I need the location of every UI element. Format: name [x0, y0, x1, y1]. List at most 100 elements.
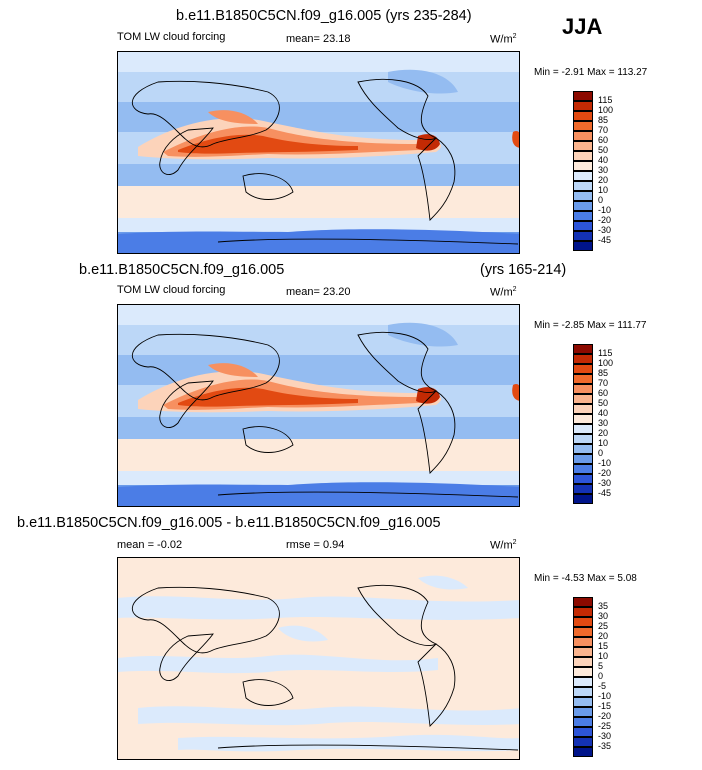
colorbar-segment: [573, 747, 593, 757]
colorbar-tick-label: -35: [598, 741, 612, 751]
colorbar-tick-label: -5: [598, 681, 607, 691]
colorbar-tick-label: 20: [598, 428, 609, 438]
panel-3-map-field: [118, 558, 519, 759]
panel-1-title: b.e11.B1850C5CN.f09_g16.005 (yrs 235-284…: [176, 8, 472, 24]
colorbar-segment: [573, 404, 593, 414]
colorbar-segment: [573, 464, 593, 474]
colorbar-segment: [573, 677, 593, 687]
panel-3-units: W/m2: [490, 539, 517, 552]
colorbar-segment: [573, 151, 593, 161]
colorbar-segment: [573, 221, 593, 231]
colorbar-segment: [573, 424, 593, 434]
colorbar-tick-label: -10: [598, 458, 612, 468]
colorbar-segment: [573, 344, 593, 354]
colorbar-segment: [573, 444, 593, 454]
panel-3-colorbar: [573, 597, 593, 757]
panel-2-map: [117, 304, 520, 507]
colorbar-segment: [573, 434, 593, 444]
colorbar-segment: [573, 111, 593, 121]
colorbar-tick-label: 0: [598, 195, 604, 205]
colorbar-segment: [573, 141, 593, 151]
colorbar-segment: [573, 364, 593, 374]
panel-1-minmax: Min = -2.91 Max = 113.27: [534, 67, 648, 78]
colorbar-segment: [573, 171, 593, 181]
colorbar-segment: [573, 191, 593, 201]
panel-2-colorbar: [573, 344, 593, 504]
colorbar-tick-label: 5: [598, 661, 604, 671]
panel-1-variable: TOM LW cloud forcing: [117, 31, 226, 43]
colorbar-tick-label: 85: [598, 368, 609, 378]
colorbar-tick-label: 30: [598, 165, 609, 175]
colorbar-segment: [573, 91, 593, 101]
panel-1-map-field: [118, 52, 519, 253]
colorbar-tick-label: 40: [598, 408, 609, 418]
colorbar-segment: [573, 414, 593, 424]
colorbar-tick-label: 25: [598, 621, 609, 631]
colorbar-segment: [573, 454, 593, 464]
colorbar-segment: [573, 211, 593, 221]
colorbar-segment: [573, 737, 593, 747]
colorbar-tick-label: -15: [598, 701, 612, 711]
colorbar-segment: [573, 374, 593, 384]
colorbar-tick-label: 35: [598, 601, 609, 611]
colorbar-segment: [573, 657, 593, 667]
colorbar-tick-label: -45: [598, 488, 612, 498]
colorbar-segment: [573, 607, 593, 617]
colorbar-tick-label: -10: [598, 205, 612, 215]
colorbar-tick-label: 10: [598, 185, 609, 195]
panel-1-colorbar: [573, 91, 593, 251]
colorbar-tick-label: 0: [598, 671, 604, 681]
colorbar-segment: [573, 474, 593, 484]
colorbar-tick-label: 70: [598, 378, 609, 388]
colorbar-tick-label: 15: [598, 641, 609, 651]
panel-1-map: [117, 51, 520, 254]
colorbar-tick-label: -45: [598, 235, 612, 245]
colorbar-segment: [573, 697, 593, 707]
colorbar-segment: [573, 717, 593, 727]
colorbar-tick-label: 60: [598, 388, 609, 398]
colorbar-segment: [573, 687, 593, 697]
colorbar-segment: [573, 201, 593, 211]
colorbar-segment: [573, 617, 593, 627]
colorbar-tick-label: 115: [598, 95, 613, 105]
panel-2-units: W/m2: [490, 286, 517, 299]
colorbar-tick-label: 30: [598, 418, 609, 428]
panel-1-units: W/m2: [490, 33, 517, 46]
colorbar-tick-label: 0: [598, 448, 604, 458]
colorbar-segment: [573, 627, 593, 637]
colorbar-segment: [573, 637, 593, 647]
colorbar-tick-label: 60: [598, 135, 609, 145]
colorbar-segment: [573, 354, 593, 364]
colorbar-tick-label: 50: [598, 145, 609, 155]
colorbar-tick-label: 20: [598, 175, 609, 185]
colorbar-segment: [573, 181, 593, 191]
panel-2-variable: TOM LW cloud forcing: [117, 284, 226, 296]
panel-3-mean: mean = -0.02: [117, 539, 183, 551]
panel-1-mean: mean= 23.18: [286, 33, 351, 45]
panel-2-title-years: (yrs 165-214): [480, 262, 567, 278]
colorbar-tick-label: 100: [598, 105, 614, 115]
colorbar-segment: [573, 161, 593, 171]
colorbar-tick-label: 40: [598, 155, 609, 165]
colorbar-segment: [573, 394, 593, 404]
panel-3-map: [117, 557, 520, 760]
colorbar-tick-label: 85: [598, 115, 609, 125]
colorbar-segment: [573, 241, 593, 251]
colorbar-segment: [573, 121, 593, 131]
colorbar-segment: [573, 647, 593, 657]
panel-2-map-field: [118, 305, 519, 506]
colorbar-tick-label: -30: [598, 478, 612, 488]
colorbar-tick-label: 30: [598, 611, 609, 621]
colorbar-tick-label: 70: [598, 125, 609, 135]
panel-2-minmax: Min = -2.85 Max = 111.77: [534, 320, 647, 331]
colorbar-tick-label: -30: [598, 731, 612, 741]
panel-2-mean: mean= 23.20: [286, 286, 351, 298]
colorbar-segment: [573, 131, 593, 141]
colorbar-tick-label: -25: [598, 721, 612, 731]
colorbar-segment: [573, 484, 593, 494]
colorbar-tick-label: 10: [598, 651, 609, 661]
colorbar-tick-label: 50: [598, 398, 609, 408]
panel-2-title: b.e11.B1850C5CN.f09_g16.005: [79, 262, 285, 278]
colorbar-segment: [573, 667, 593, 677]
colorbar-segment: [573, 231, 593, 241]
